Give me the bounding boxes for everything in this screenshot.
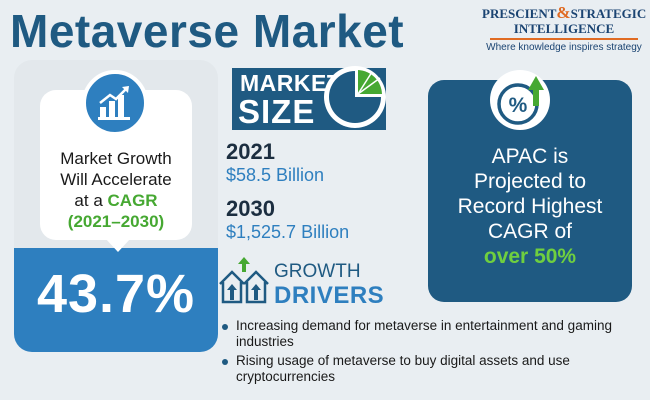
bullet-dot bbox=[222, 359, 228, 365]
logo-ampersand: & bbox=[556, 3, 571, 22]
page-title: Metaverse Market bbox=[10, 5, 405, 57]
apac-line3: Record Highest bbox=[457, 195, 603, 218]
drivers-label-top: GROWTH bbox=[274, 261, 361, 282]
logo-name-part2: STRATEGIC bbox=[570, 6, 647, 21]
apac-line1: APAC is bbox=[491, 145, 569, 168]
list-item: Rising usage of metaverse to buy digital… bbox=[222, 353, 638, 385]
growth-line3-prefix: at a bbox=[74, 191, 108, 210]
list-item: Increasing demand for metaverse in enter… bbox=[222, 318, 638, 350]
growth-value-panel bbox=[14, 248, 218, 352]
market-size-label-top: MARKET bbox=[240, 70, 342, 96]
growth-chart-badge bbox=[82, 70, 148, 136]
apac-description: APAC is Projected to Record Highest CAGR… bbox=[428, 144, 632, 269]
growth-description: Market Growth Will Accelerate at a CAGR … bbox=[40, 148, 192, 232]
cagr-value: 43.7% bbox=[36, 264, 196, 324]
bullet-dot bbox=[222, 324, 228, 330]
market-size-year-2030: 2030 bbox=[226, 196, 275, 221]
logo-name-part1: PRESCIENT bbox=[482, 6, 557, 21]
market-size-amount-2030: $1,525.7 Billion bbox=[226, 222, 350, 242]
growth-line2: Will Accelerate bbox=[60, 170, 172, 189]
cagr-period: (2021–2030) bbox=[67, 212, 165, 231]
bar-growth-chart-icon bbox=[98, 86, 130, 120]
logo-tagline: Where knowledge inspires strategy bbox=[486, 42, 642, 53]
drivers-label-bottom: DRIVERS bbox=[274, 282, 385, 309]
driver-text: Rising usage of metaverse to buy digital… bbox=[236, 353, 570, 384]
growth-line3: at a CAGR bbox=[40, 190, 192, 211]
driver-text: Increasing demand for metaverse in enter… bbox=[236, 318, 612, 349]
pie-chart-icon bbox=[324, 66, 386, 128]
percent-up-arrow-icon: % bbox=[497, 76, 544, 125]
market-size-label-bottom: SIZE bbox=[238, 93, 316, 130]
drivers-list: Increasing demand for metaverse in enter… bbox=[222, 318, 638, 388]
cagr-label: CAGR bbox=[107, 191, 158, 210]
market-size-year-2021: 2021 bbox=[226, 139, 275, 164]
market-size-amount-2021: $58.5 Billion bbox=[226, 165, 325, 185]
logo-name-line2: INTELLIGENCE bbox=[513, 21, 615, 36]
apac-line2: Projected to bbox=[473, 170, 587, 193]
apac-icon-badge: % bbox=[490, 70, 550, 130]
apac-line4: CAGR of bbox=[487, 220, 573, 243]
apac-accent-value: over 50% bbox=[483, 245, 577, 268]
logo-name-line1: PRESCIENT&STRATEGIC bbox=[482, 3, 647, 22]
svg-text:%: % bbox=[509, 94, 528, 117]
growth-line1: Market Growth bbox=[60, 149, 172, 168]
company-logo: PRESCIENT&STRATEGIC INTELLIGENCE Where k… bbox=[482, 3, 647, 66]
growth-callout-tail bbox=[105, 238, 131, 252]
growth-houses-icon bbox=[219, 257, 269, 304]
logo-divider bbox=[490, 38, 638, 40]
